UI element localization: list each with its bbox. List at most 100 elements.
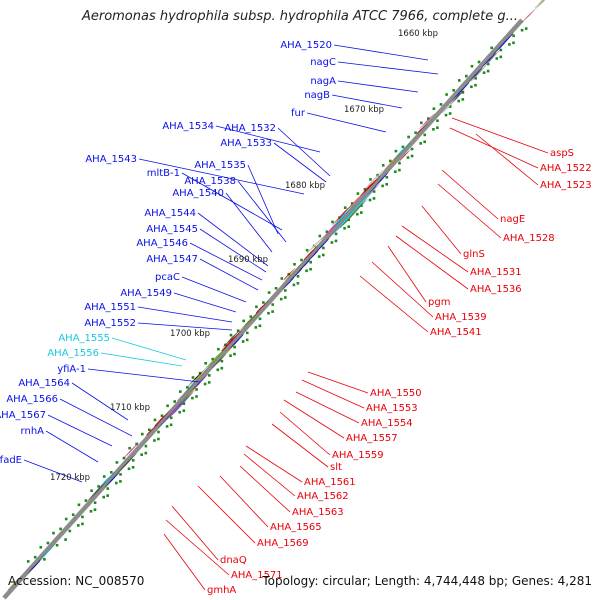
gene-label-nage: nagE: [500, 214, 525, 225]
gene-feature: [331, 190, 374, 235]
tick-dot: [127, 467, 131, 471]
tick-dot: [242, 319, 245, 323]
tick-dot: [280, 277, 284, 280]
tick-dot: [322, 253, 325, 257]
gene-label-aha-1536: AHA_1536: [470, 284, 522, 295]
tick-dot: [97, 485, 100, 488]
label-leader-line: [387, 245, 427, 303]
tick-dot: [389, 159, 392, 163]
tick-dot: [360, 211, 363, 214]
tick-dot: [482, 71, 486, 74]
tick-dot: [271, 310, 274, 313]
tick-dot: [246, 331, 249, 335]
label-leader-line: [173, 292, 237, 313]
label-leader-line: [306, 112, 387, 133]
gene-label-aha-1533: AHA_1533: [220, 138, 272, 149]
label-leader-line: [245, 445, 303, 483]
tick-dot: [173, 400, 176, 403]
tick-dot: [52, 531, 55, 535]
tick-dot: [84, 499, 88, 502]
tick-dot: [410, 147, 414, 151]
gene-feature: [481, 51, 497, 68]
gene-label-fur: fur: [291, 108, 306, 119]
gene-label-aha-1550: AHA_1550: [370, 388, 422, 399]
tick-dot: [401, 145, 405, 149]
tick-dot: [398, 161, 401, 165]
tick-dot: [477, 60, 481, 64]
tick-dot: [203, 382, 207, 386]
tick-dot: [499, 48, 503, 52]
kbp-scale-label: 1660 kbp: [398, 29, 438, 39]
gene-label-fade: fadE: [0, 455, 22, 466]
gene-feature: [303, 245, 319, 261]
tick-dot: [89, 510, 93, 513]
tick-dot: [220, 359, 224, 363]
gene-label-aha-1535: AHA_1535: [194, 160, 246, 171]
label-leader-line: [137, 322, 233, 331]
tick-dot: [77, 524, 80, 527]
tick-dot: [372, 190, 376, 193]
label-leader-line: [401, 225, 469, 273]
label-leader-line: [333, 44, 429, 61]
tick-dot: [465, 74, 468, 78]
gene-label-aha-1534: AHA_1534: [162, 121, 214, 132]
label-leader-line: [181, 276, 247, 303]
gene-feature: [255, 300, 269, 315]
gene-feature: [104, 471, 120, 488]
gene-label-aha-1552: AHA_1552: [84, 318, 136, 329]
gene-feature: [290, 267, 303, 281]
tick-dot: [474, 77, 477, 80]
label-leader-line: [215, 125, 321, 153]
tick-dot: [131, 466, 135, 469]
tick-dot: [153, 439, 156, 442]
label-leader-line: [219, 475, 269, 528]
tick-dot: [274, 287, 278, 290]
tick-dot: [444, 113, 448, 117]
gene-label-aha-1547: AHA_1547: [146, 254, 198, 265]
tick-dot: [407, 135, 410, 139]
tick-dot: [305, 248, 309, 252]
tick-dot: [119, 480, 122, 483]
gene-feature: [27, 559, 41, 574]
gene-label-aha-1538: AHA_1538: [184, 176, 236, 187]
gene-feature: [339, 198, 368, 229]
tick-dot: [432, 107, 436, 110]
label-leader-line: [225, 192, 273, 253]
tick-dot: [369, 178, 372, 181]
gene-label-gmha: gmhA: [207, 585, 236, 596]
label-leader-line: [331, 94, 403, 109]
gene-feature: [7, 575, 22, 591]
tick-dot: [59, 527, 62, 531]
tick-dot: [64, 517, 68, 521]
tick-dot: [198, 371, 202, 375]
gene-feature: [282, 276, 295, 290]
gene-feature: [320, 219, 341, 241]
gene-label-rnha: rnhA: [21, 426, 45, 437]
tick-dot: [512, 41, 515, 45]
tick-dot: [410, 154, 414, 158]
gene-label-pcac: pcaC: [155, 272, 180, 283]
gene-label-dnaq: dnaQ: [220, 555, 247, 566]
label-leader-line: [100, 352, 183, 367]
gene-feature: [331, 203, 353, 226]
tick-dot: [191, 376, 195, 379]
gene-feature: [535, 0, 546, 9]
tick-dot: [166, 404, 169, 408]
label-leader-line: [138, 158, 305, 195]
gene-feature: [283, 267, 296, 281]
tick-dot: [406, 156, 410, 159]
tick-dot: [77, 503, 81, 507]
gene-label-aha-1556: AHA_1556: [47, 348, 99, 359]
tick-dot: [470, 64, 474, 68]
label-leader-lines: [23, 44, 549, 591]
tick-dot: [512, 34, 515, 38]
label-leader-line: [171, 505, 219, 561]
gene-label-aha-1571: AHA_1571: [231, 570, 283, 581]
tick-dot: [284, 296, 287, 299]
tick-dot: [356, 212, 359, 216]
tick-dot: [385, 183, 388, 186]
tick-dot: [93, 501, 97, 504]
tick-dot: [461, 98, 465, 101]
label-leader-line: [271, 423, 329, 468]
